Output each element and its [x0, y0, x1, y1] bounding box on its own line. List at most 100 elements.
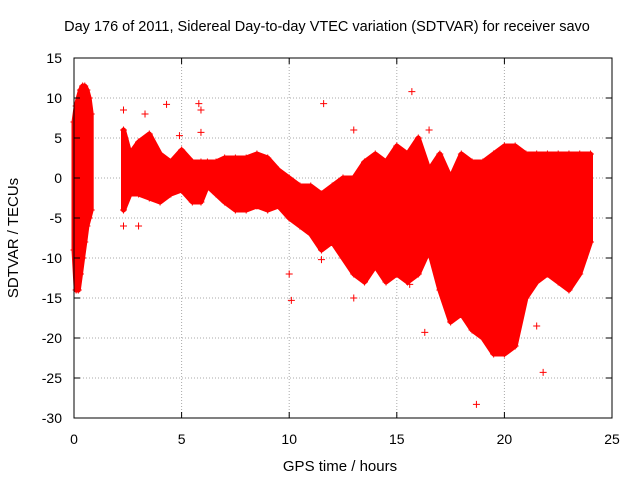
data-point: [317, 246, 325, 254]
data-point: [543, 270, 551, 278]
data-point: [511, 342, 519, 350]
data-point: [328, 238, 336, 246]
data-point: [156, 150, 164, 158]
data-point: [126, 150, 134, 158]
outlier-point: [163, 100, 171, 108]
data-layer: [70, 82, 594, 408]
y-tick-label: 0: [54, 170, 62, 186]
data-point: [576, 270, 584, 278]
y-tick-label: -5: [50, 210, 63, 226]
outlier-point: [317, 256, 325, 264]
data-point: [457, 150, 465, 158]
data-point: [554, 278, 562, 286]
data-point: [242, 206, 250, 214]
data-point: [543, 150, 551, 158]
data-point: [468, 326, 476, 334]
data-point: [457, 310, 465, 318]
data-point: [76, 270, 84, 278]
data-point: [231, 154, 239, 162]
outlier-point: [285, 270, 293, 278]
data-point: [393, 270, 401, 278]
data-point: [565, 150, 573, 158]
data-point: [242, 154, 250, 162]
outlier-point: [539, 368, 547, 376]
y-tick-label: -15: [42, 290, 62, 306]
data-point: [253, 202, 261, 210]
y-tick-label: -30: [42, 410, 62, 426]
data-point: [135, 138, 143, 146]
data-point: [328, 182, 336, 190]
data-point: [87, 206, 95, 214]
data-point: [203, 158, 211, 166]
data-point: [285, 214, 293, 222]
data-point: [221, 198, 229, 206]
data-point: [274, 166, 282, 174]
data-point: [296, 222, 304, 230]
data-point: [479, 334, 487, 342]
data-point: [511, 142, 519, 150]
data-point: [178, 186, 186, 194]
plot-frame: [73, 57, 613, 419]
data-point: [74, 286, 82, 294]
data-point: [203, 182, 211, 190]
data-point: [500, 142, 508, 150]
outlier-point: [421, 328, 429, 336]
outlier-point: [406, 280, 414, 288]
data-point: [479, 158, 487, 166]
data-point: [85, 214, 93, 222]
outlier-point: [135, 222, 143, 230]
data-point: [436, 150, 444, 158]
data-point: [221, 154, 229, 162]
data-point: [350, 174, 358, 182]
data-point: [119, 206, 127, 214]
data-point: [414, 134, 422, 142]
data-point: [339, 254, 347, 262]
data-point: [212, 158, 220, 166]
chart-title: Day 176 of 2011, Sidereal Day-to-day VTE…: [64, 19, 590, 35]
y-tick-label: -25: [42, 370, 62, 386]
data-point: [350, 270, 358, 278]
data-point: [586, 238, 594, 246]
data-point: [188, 158, 196, 166]
data-point: [554, 150, 562, 158]
outlier-point: [320, 100, 328, 108]
x-tick-label: 25: [604, 431, 620, 447]
x-tick-label: 5: [178, 431, 186, 447]
outlier-point: [175, 132, 183, 140]
data-point: [468, 158, 476, 166]
data-point: [371, 150, 379, 158]
data-point: [382, 158, 390, 166]
data-point: [382, 278, 390, 286]
data-point: [156, 198, 164, 206]
data-point: [197, 198, 205, 206]
data-point: [490, 350, 498, 358]
data-point: [490, 150, 498, 158]
data-point: [317, 190, 325, 198]
data-point: [576, 150, 584, 158]
outlier-point: [533, 322, 541, 330]
data-point: [565, 286, 573, 294]
data-point: [393, 142, 401, 150]
y-axis-title: SDTVAR / TECUs: [5, 178, 22, 298]
outlier-point: [119, 106, 127, 114]
data-point: [167, 190, 175, 198]
data-point: [135, 190, 143, 198]
data-point: [436, 286, 444, 294]
data-point: [145, 130, 153, 138]
data-point: [126, 190, 134, 198]
data-point: [119, 126, 127, 134]
data-point: [83, 86, 91, 94]
data-point: [231, 206, 239, 214]
outlier-point: [287, 296, 295, 304]
data-point: [85, 94, 93, 102]
data-point: [167, 158, 175, 166]
data-point: [83, 222, 91, 230]
data-point: [522, 294, 530, 302]
data-point: [307, 182, 315, 190]
data-point: [361, 278, 369, 286]
data-point: [274, 202, 282, 210]
data-point: [425, 166, 433, 174]
outlier-point: [119, 222, 127, 230]
data-point: [212, 190, 220, 198]
data-point: [586, 150, 594, 158]
